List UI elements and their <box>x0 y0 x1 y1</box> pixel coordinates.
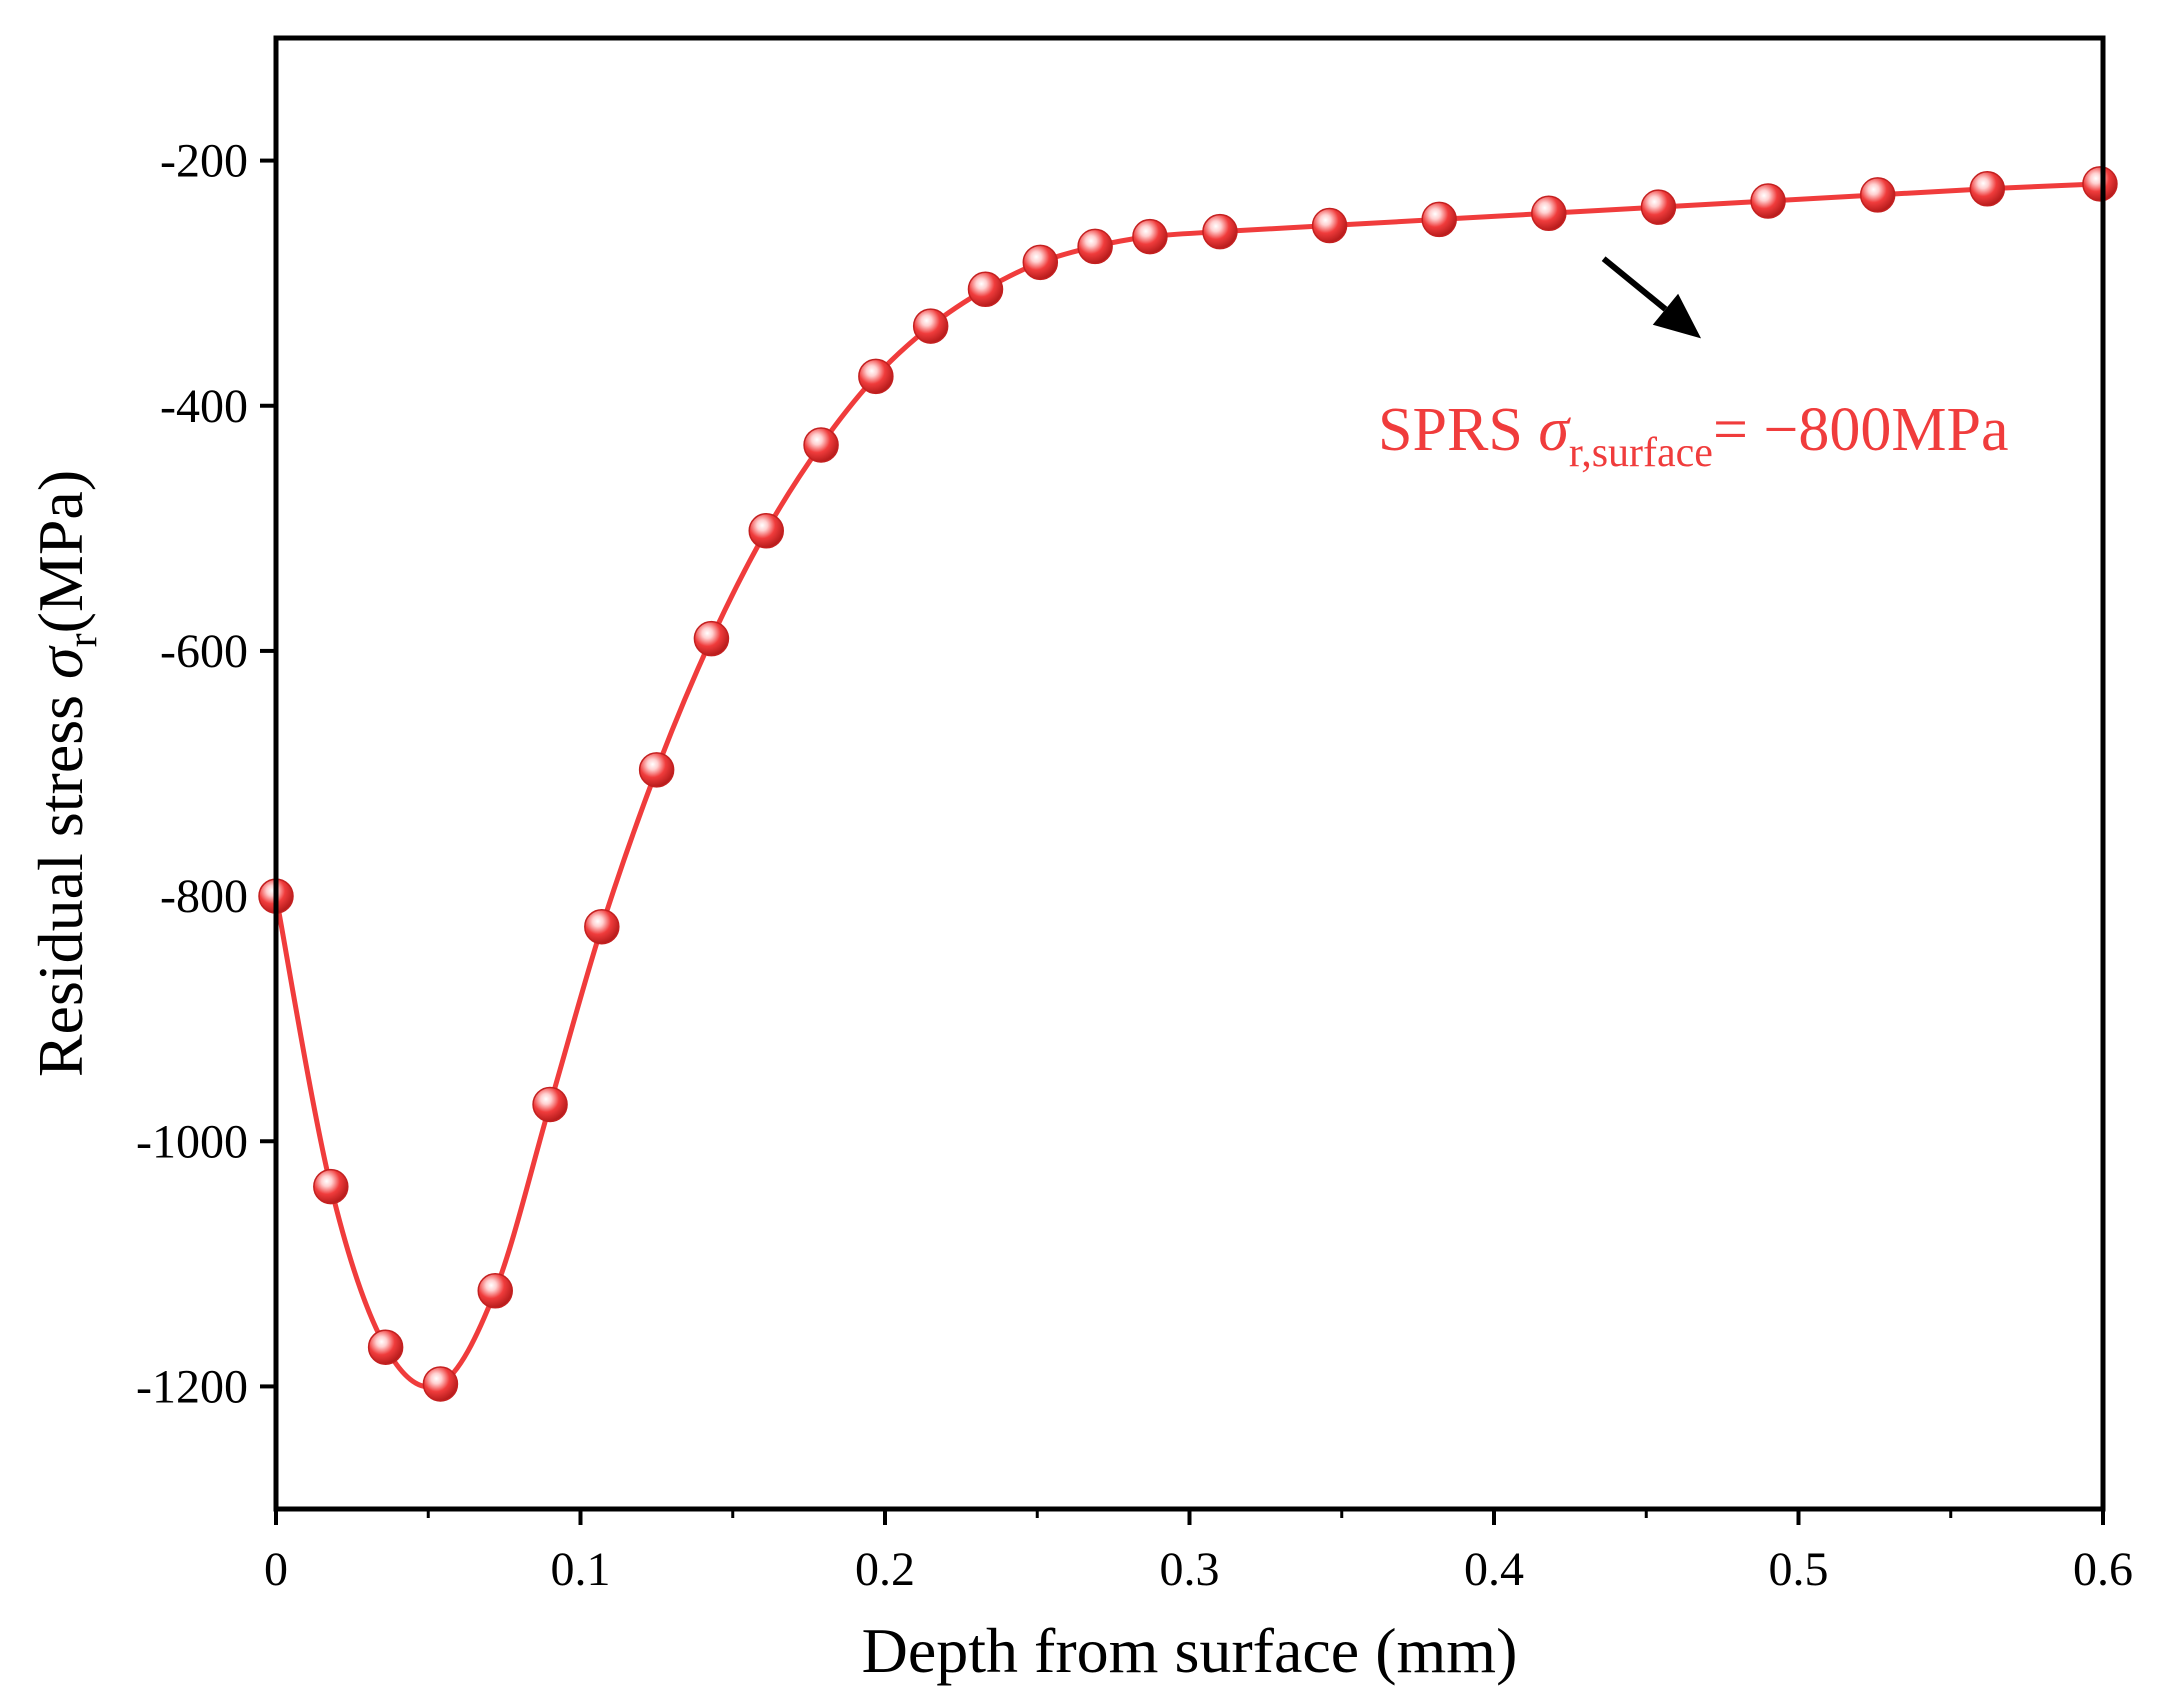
y-axis-title-subscript: r <box>60 633 106 647</box>
plot-frame <box>273 35 2106 1512</box>
x-tick-label: 0.3 <box>1160 1543 1220 1596</box>
data-point <box>912 308 949 344</box>
x-tick-label: 0.2 <box>855 1543 915 1596</box>
x-tick-label: 0.6 <box>2073 1543 2133 1596</box>
data-point <box>1750 183 1786 219</box>
y-tick-label: -1000 <box>136 1115 248 1168</box>
y-axis-title: Residual stress σr(MPa) <box>25 470 106 1077</box>
annotation-symbol: σ <box>1538 396 1571 464</box>
data-point <box>2082 166 2118 202</box>
data-point <box>584 908 620 945</box>
y-tick-label: -800 <box>160 870 248 923</box>
data-point <box>1311 207 1348 244</box>
y-axis-title-suffix: (MPa) <box>25 470 96 634</box>
data-point <box>638 752 675 788</box>
x-tick-labels: 0 0.1 0.2 0.3 0.4 0.5 0.6 <box>264 1543 2133 1596</box>
data-point <box>367 1329 404 1365</box>
series-line-sprs <box>273 181 2101 1390</box>
annotation-value: = −800MPa <box>1713 396 2009 464</box>
annotation-sprs: SPRS σr,surface= −800MPa <box>1378 256 2009 476</box>
data-point <box>313 1168 349 1205</box>
y-tick-label: -600 <box>160 625 248 678</box>
data-point <box>1859 177 1896 213</box>
data-point <box>748 513 784 549</box>
data-point <box>1022 244 1059 281</box>
data-markers <box>258 166 2118 1402</box>
data-point <box>532 1086 568 1123</box>
data-point <box>1132 218 1168 255</box>
y-tick-labels: -200 -400 -600 -800 -1000 -1200 <box>136 135 248 1414</box>
annotation-label: SPRS <box>1378 396 1523 464</box>
data-point <box>1969 171 2006 207</box>
y-tick-label: -400 <box>160 380 248 433</box>
x-tick-label: 0.1 <box>551 1543 611 1596</box>
y-axis-title-symbol: σ <box>25 645 96 679</box>
x-tick-label: 0.5 <box>1769 1543 1829 1596</box>
data-point <box>1640 189 1677 225</box>
annotation-arrowhead <box>1652 293 1702 339</box>
data-point <box>1077 228 1113 265</box>
data-point <box>1531 195 1567 232</box>
data-point <box>693 620 730 657</box>
data-point <box>858 358 894 395</box>
annotation-text: SPRS σr,surface= −800MPa <box>1378 396 2009 476</box>
data-point <box>477 1273 513 1309</box>
x-axis-title: Depth from surface (mm) <box>862 1615 1518 1686</box>
x-tick-label: 0.4 <box>1464 1543 1524 1596</box>
data-point <box>422 1366 459 1402</box>
y-axis-title-prefix: Residual stress <box>25 679 96 1077</box>
y-tick-label: -1200 <box>136 1360 248 1413</box>
data-point <box>1202 213 1238 250</box>
data-point <box>1421 201 1457 238</box>
data-point <box>967 271 1004 308</box>
x-tick-label: 0 <box>264 1543 288 1596</box>
data-point <box>803 427 839 463</box>
annotation-subscript: r,surface <box>1569 430 1713 476</box>
y-tick-label: -200 <box>160 135 248 188</box>
annotation-arrow <box>1601 256 1668 312</box>
tick-marks <box>260 158 2105 1525</box>
